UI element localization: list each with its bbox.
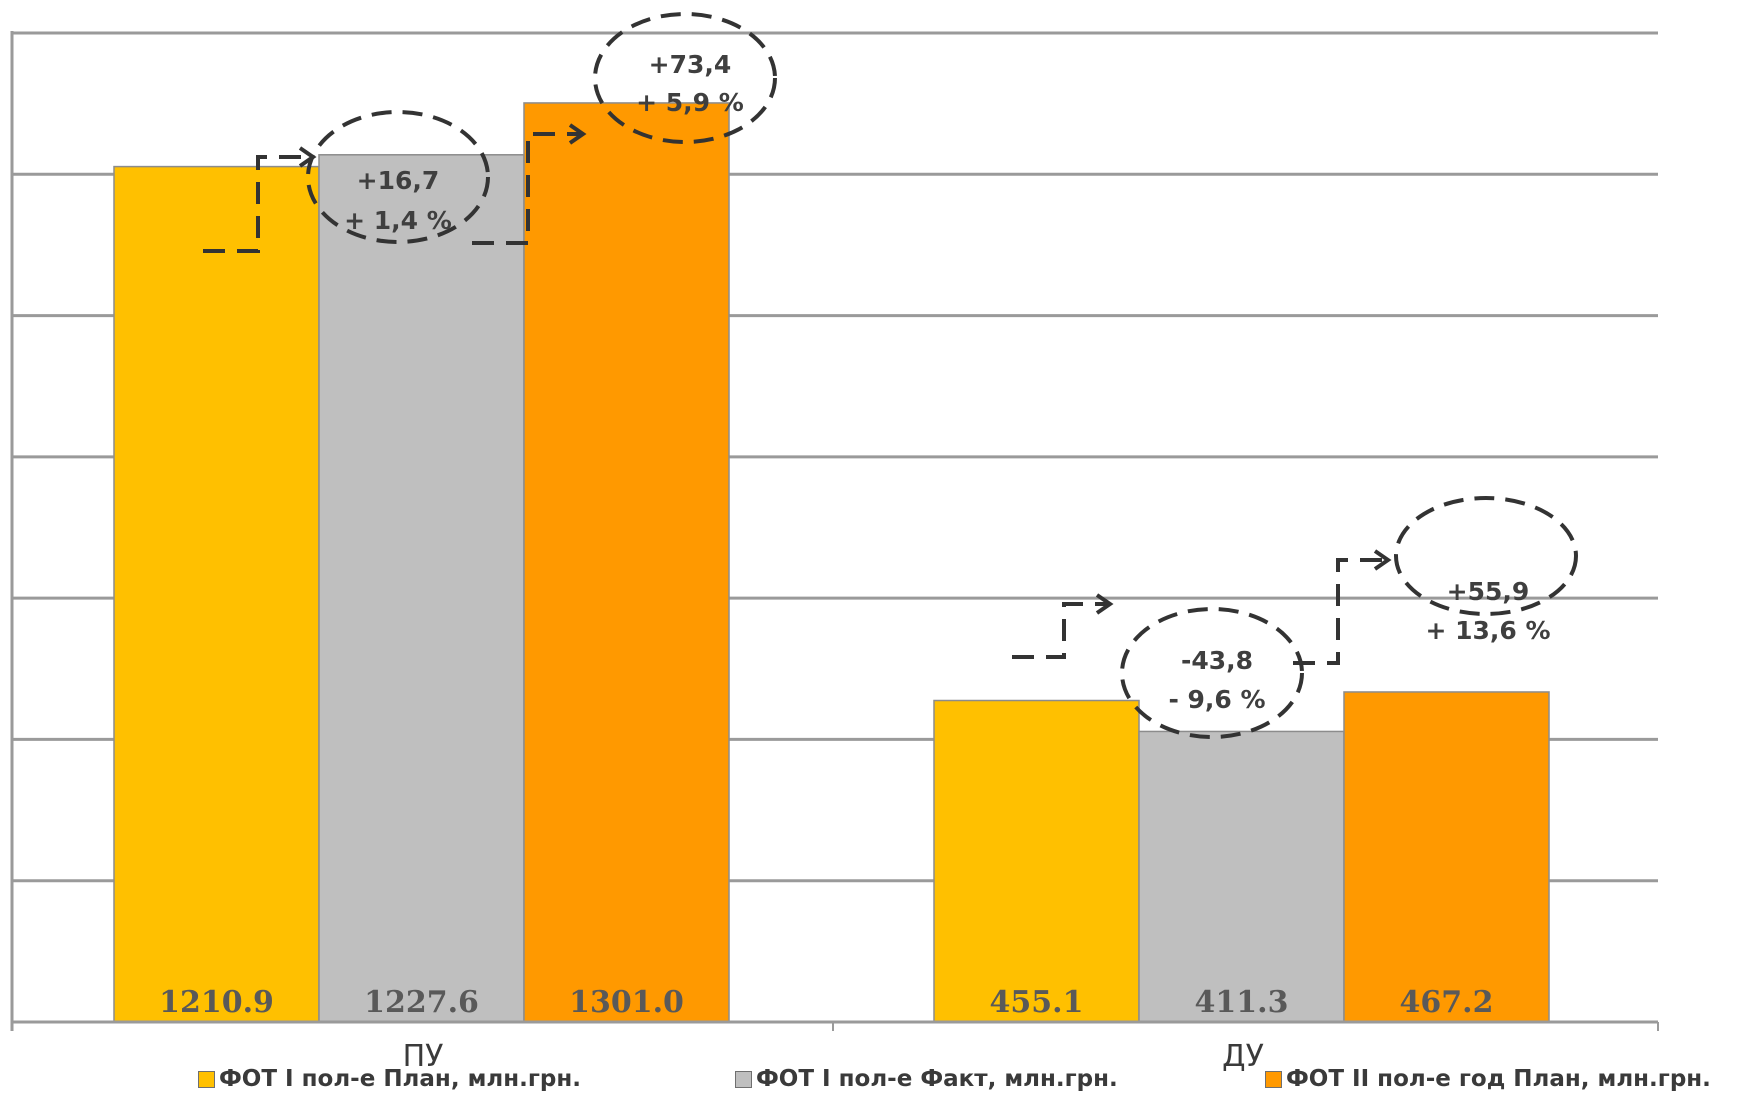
value-labels: 1210.9 1227.6 1301.0 455.1 411.3 467.2 (159, 985, 1493, 1020)
bar (113, 165, 320, 1023)
legend-label-3: ФОТ II пол-е год План, млн.грн. (1286, 1066, 1711, 1092)
dashed-arrow (203, 155, 313, 253)
change-ellipse (306, 110, 490, 244)
change-ellipse (1120, 607, 1304, 739)
bar (933, 699, 1140, 1023)
arrow-head (568, 123, 587, 145)
change-percent-label: - 9,6 % (1168, 685, 1265, 714)
legend-swatch-1 (198, 1070, 215, 1088)
axes (10, 31, 1659, 1031)
bar (1138, 730, 1345, 1023)
bars (113, 102, 1550, 1023)
legend-swatch-3 (1265, 1070, 1282, 1088)
arrows (203, 123, 1392, 665)
legend-label-2: ФОТ I пол-е Факт, млн.грн. (756, 1066, 1118, 1092)
bar (523, 102, 730, 1023)
x-tick-label: ПУ (403, 1039, 444, 1074)
dashed-arrow (472, 132, 583, 245)
change-value-label: +16,7 (357, 166, 440, 195)
data-label: 1301.0 (569, 985, 684, 1020)
legend-swatch-2 (735, 1070, 752, 1088)
legend-label-1: ФОТ I пол-е План, млн.грн. (219, 1066, 581, 1092)
legend-item-2: ФОТ I пол-е Факт, млн.грн. (735, 1066, 1118, 1092)
change-value-label: +55,9 (1447, 577, 1530, 606)
data-label: 455.1 (990, 985, 1084, 1020)
data-label: 411.3 (1195, 985, 1289, 1020)
change-ellipse (593, 12, 777, 144)
data-label: 467.2 (1400, 985, 1494, 1020)
legend-item-1: ФОТ I пол-е План, млн.грн. (198, 1066, 581, 1092)
dashed-arrow (1012, 602, 1110, 659)
data-label: 1227.6 (364, 985, 479, 1020)
change-value-label: +73,4 (649, 50, 732, 79)
change-percent-label: + 1,4 % (344, 206, 452, 235)
bar (1343, 691, 1550, 1023)
change-ellipse (1394, 496, 1578, 616)
bar (318, 154, 525, 1023)
legend-item-3: ФОТ II пол-е год План, млн.грн. (1265, 1066, 1711, 1092)
x-tick-label: ДУ (1222, 1039, 1264, 1074)
annotations: +16,7 + 1,4 % +73,4 + 5,9 % -43,8 - 9,6 % +55,… (306, 12, 1578, 739)
change-value-label: -43,8 (1181, 646, 1253, 675)
change-percent-label: + 13,6 % (1425, 616, 1550, 645)
change-percent-label: + 5,9 % (636, 88, 744, 117)
arrow-head (1373, 549, 1392, 571)
data-label: 1210.9 (159, 985, 274, 1020)
arrow-head (1095, 593, 1114, 615)
category-labels: ПУ ДУ (403, 1039, 1264, 1074)
dashed-arrow (1293, 558, 1388, 665)
